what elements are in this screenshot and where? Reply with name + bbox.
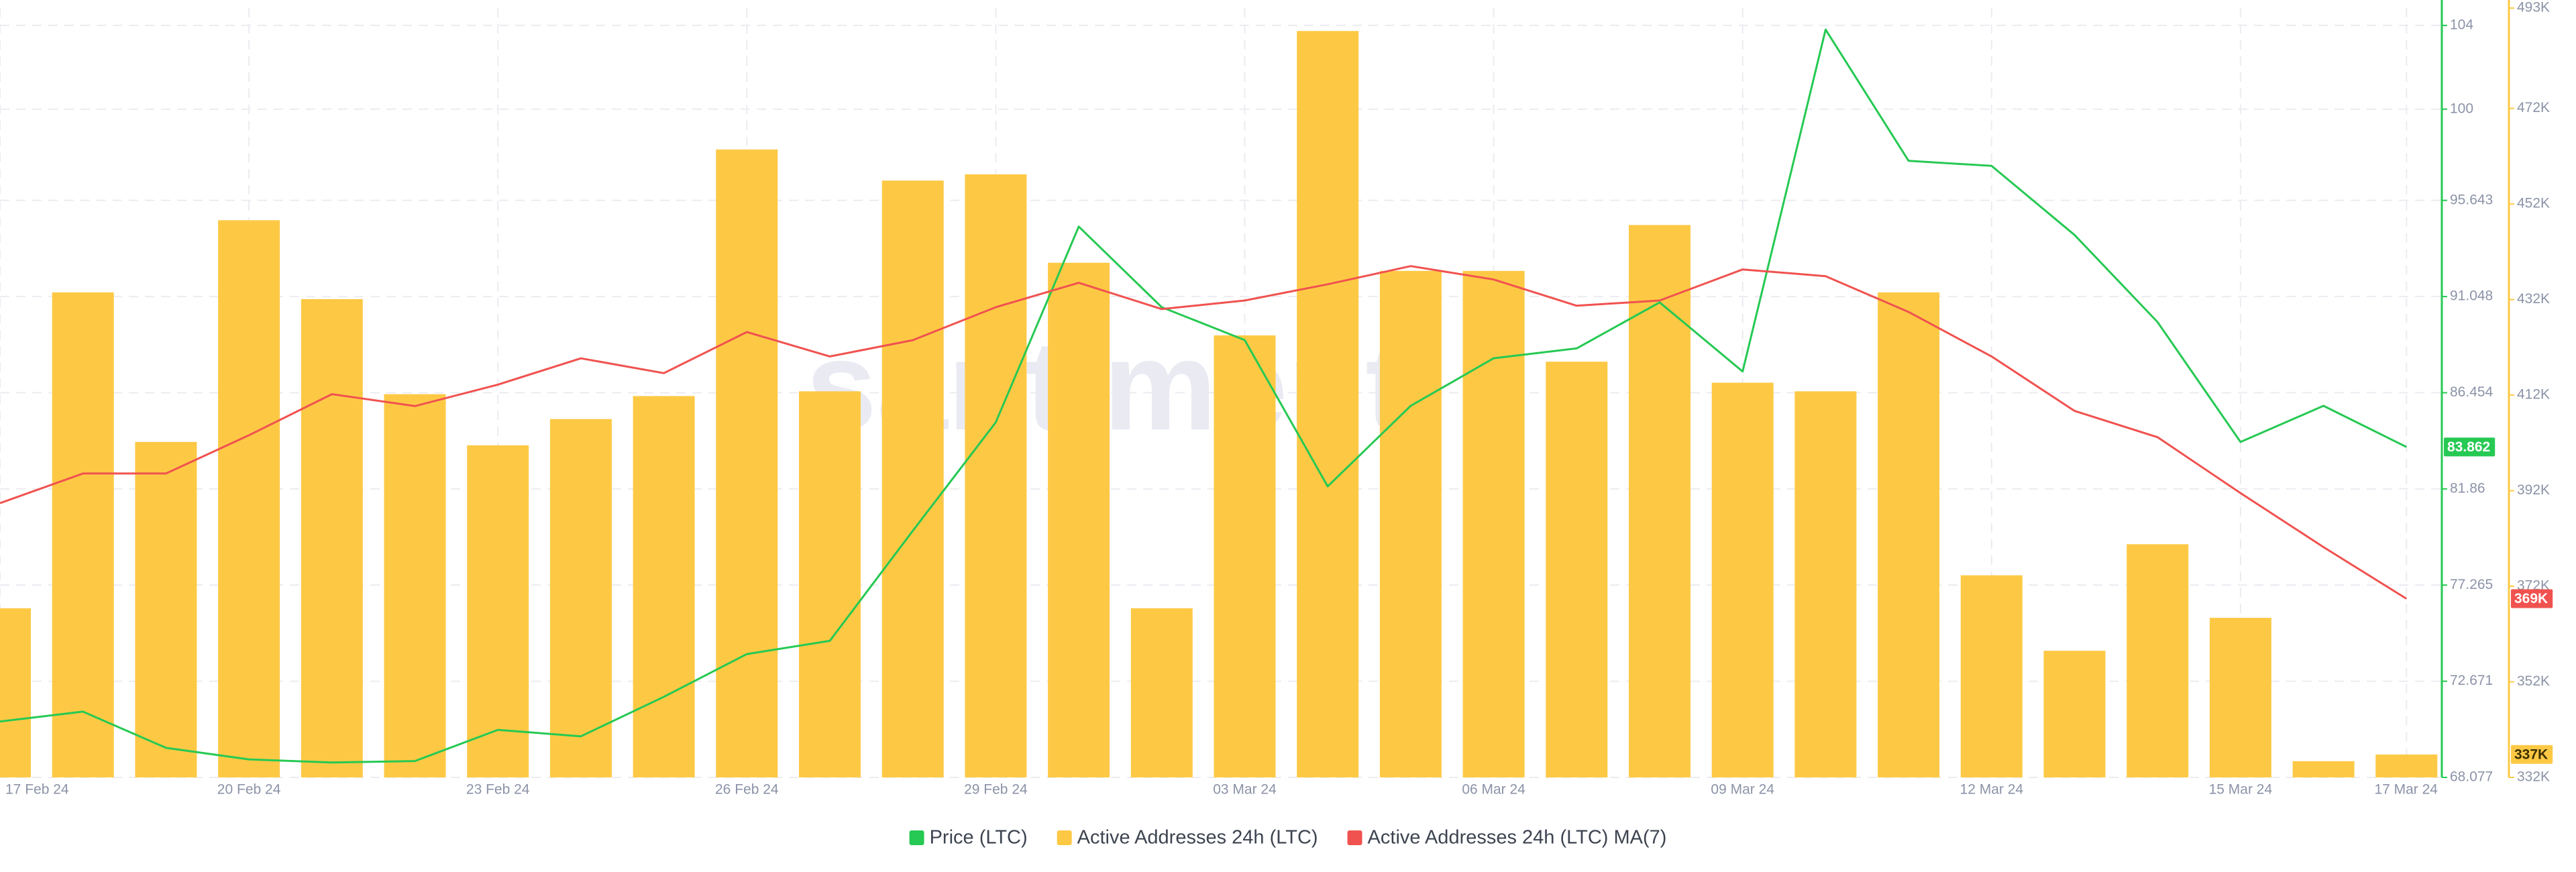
legend-label: Active Addresses 24h (LTC) MA(7) <box>1368 827 1667 849</box>
bar <box>1546 362 1608 777</box>
legend-swatch <box>1057 830 1072 845</box>
y2-tick-label: 392K <box>2517 482 2550 498</box>
value-badge: 83.862 <box>2444 437 2496 457</box>
bar <box>1379 270 1442 778</box>
x-tick-label: 06 Mar 24 <box>1462 782 1525 798</box>
bar <box>881 180 944 778</box>
y-tick-label: 100 <box>2450 101 2473 116</box>
value-badge-bg <box>2511 745 2553 764</box>
bar <box>1878 292 1940 777</box>
y-tick-label: 68.077 <box>2450 769 2493 785</box>
x-tick-label: 20 Feb 24 <box>217 782 281 798</box>
y-tick-label: 104 <box>2450 17 2473 32</box>
y-tick-label: 77.265 <box>2450 577 2493 592</box>
bar <box>1048 262 1110 777</box>
bar <box>1297 31 1359 777</box>
bar <box>2127 544 2189 777</box>
bar <box>1462 270 1525 778</box>
x-tick-label: 26 Feb 24 <box>715 782 779 798</box>
bar <box>1214 335 1276 778</box>
legend-label: Active Addresses 24h (LTC) <box>1077 827 1318 849</box>
value-badge-bg <box>2511 589 2553 608</box>
x-tick-label: 09 Mar 24 <box>1711 782 1774 798</box>
bar <box>2043 651 2106 777</box>
bar <box>1629 225 1690 777</box>
y2-tick-label: 493K <box>2517 0 2550 15</box>
line <box>0 28 2407 764</box>
y2-tick-label: 452K <box>2517 196 2550 211</box>
bar <box>218 220 280 777</box>
bar <box>1794 391 1857 777</box>
value-badge: 369K <box>2511 589 2553 608</box>
bar <box>2209 618 2271 777</box>
y2-tick-label: 412K <box>2517 387 2550 402</box>
bar <box>52 292 114 777</box>
y-tick-label: 72.671 <box>2450 673 2493 688</box>
x-tick-label: 03 Mar 24 <box>1213 782 1277 798</box>
bar <box>965 174 1027 777</box>
y-tick-label: 86.454 <box>2450 384 2493 400</box>
bar <box>549 419 612 777</box>
value-label: 337K <box>2514 747 2548 762</box>
y-tick-label: 91.048 <box>2450 288 2493 304</box>
bar <box>384 394 446 777</box>
bar <box>1960 575 2023 777</box>
value-badge-bg <box>2444 437 2496 457</box>
x-tick-label: 23 Feb 24 <box>466 782 530 798</box>
bar <box>1130 608 1193 777</box>
y-tick-label: 95.643 <box>2450 192 2493 207</box>
x-tick-label: 29 Feb 24 <box>964 782 1028 798</box>
bar <box>633 396 695 777</box>
y2-tick-label: 432K <box>2517 291 2550 307</box>
bar <box>301 298 363 777</box>
y-tick-label: 81.86 <box>2450 480 2485 496</box>
y2-tick-label: 352K <box>2517 673 2550 689</box>
y2-tick-label: 472K <box>2517 100 2550 115</box>
line <box>0 265 2408 600</box>
bar <box>799 391 861 777</box>
legend-swatch <box>909 830 924 845</box>
axes-layer: 68.077 72.671 77.265 81.86 86.454 91.048 95.64… <box>5 0 2553 798</box>
value-label: 83.862 <box>2447 439 2490 455</box>
value-label: 369K <box>2514 591 2548 606</box>
plot-layer <box>0 28 2438 778</box>
legend-label: Price (LTC) <box>930 827 1028 849</box>
x-tick-label: 17 Feb 24 <box>5 782 69 798</box>
bar <box>1711 382 1774 777</box>
legend: Price (LTC) Active Addresses 24h (LTC) Act… <box>909 827 1667 849</box>
x-tick-label: 15 Mar 24 <box>2209 782 2273 798</box>
bar <box>135 441 197 777</box>
legend-swatch <box>1347 830 1362 845</box>
bar <box>467 445 529 777</box>
bar <box>716 149 778 777</box>
x-tick-label: 12 Mar 24 <box>1960 782 2024 798</box>
bar <box>2375 754 2438 777</box>
x-tick-label: 17 Mar 24 <box>2374 782 2438 798</box>
bar <box>2292 761 2355 777</box>
bar <box>0 608 31 777</box>
value-badge: 337K <box>2511 745 2553 764</box>
y2-tick-label: 332K <box>2517 769 2550 785</box>
